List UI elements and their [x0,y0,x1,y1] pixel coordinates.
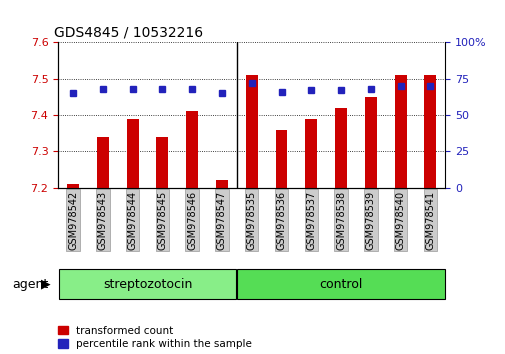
Text: streptozotocin: streptozotocin [103,278,192,291]
Bar [126,119,138,188]
Bar [334,108,346,188]
Bar [156,137,168,188]
Text: GDS4845 / 10532216: GDS4845 / 10532216 [54,26,203,40]
Text: control: control [319,278,362,291]
FancyBboxPatch shape [59,269,236,299]
Bar [394,75,406,188]
Bar [424,75,435,188]
Bar [67,184,79,188]
Text: ▶: ▶ [40,278,50,291]
Text: agent: agent [13,278,49,291]
Bar [245,75,257,188]
Legend: transformed count, percentile rank within the sample: transformed count, percentile rank withi… [58,326,251,349]
Bar [275,130,287,188]
Bar [97,137,109,188]
Bar [364,97,376,188]
FancyBboxPatch shape [237,269,444,299]
Bar [216,180,227,188]
Bar [186,112,198,188]
Bar [305,119,317,188]
